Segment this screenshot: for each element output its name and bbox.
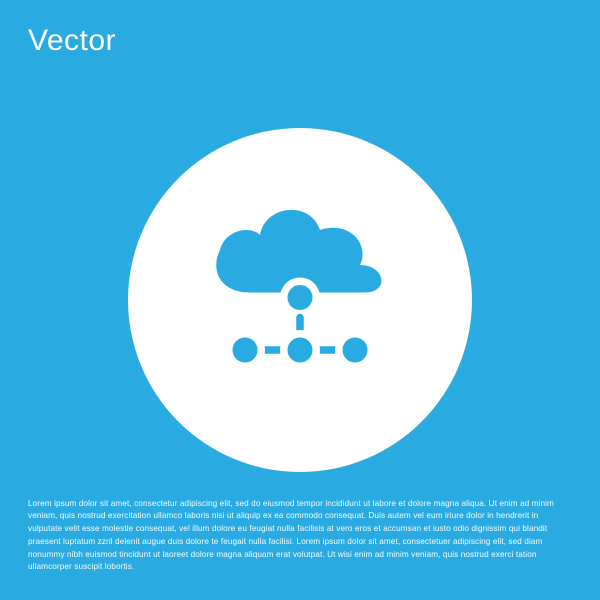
footer-placeholder-text: Lorem ipsum dolor sit amet, consectetur …	[28, 498, 572, 574]
page-title: Vector	[28, 24, 116, 58]
canvas: Vector Lorem ipsum dolor sit amet, conse…	[0, 0, 600, 600]
cloud-network-icon	[175, 175, 425, 425]
